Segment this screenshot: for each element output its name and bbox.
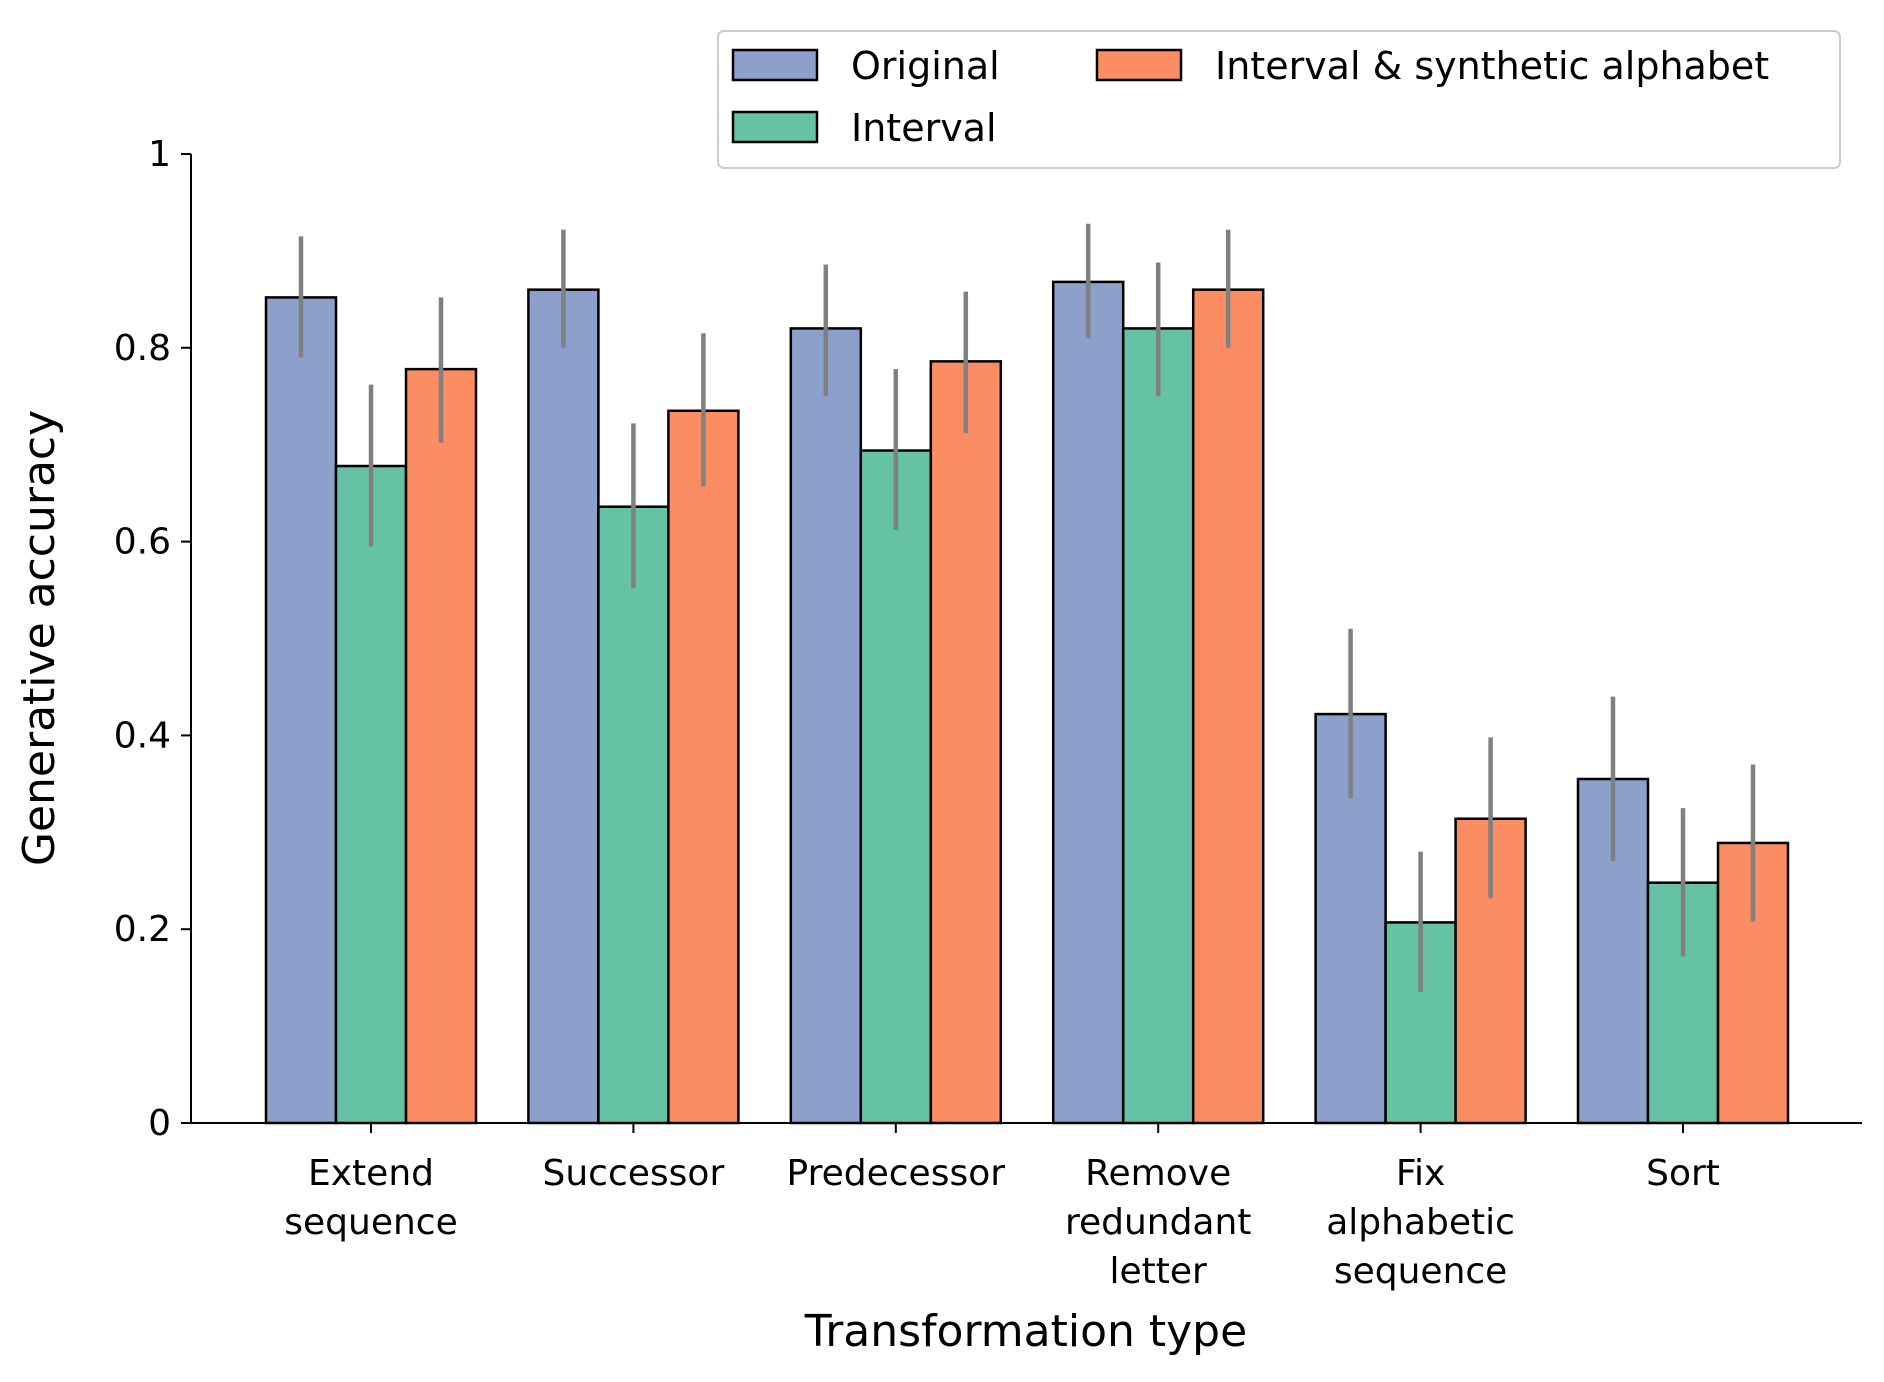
legend-frame: [717, 30, 1841, 169]
bar: [597, 505, 670, 1125]
bar: [667, 409, 740, 1125]
bar: [527, 288, 600, 1125]
legend-swatch: [1095, 48, 1183, 82]
y-tick-label: 1: [148, 134, 171, 175]
legend-label: Interval & synthetic alphabet: [1215, 44, 1769, 88]
legend-label: Original: [851, 44, 1000, 88]
bar: [859, 449, 933, 1125]
y-tick-label: 0.6: [114, 522, 171, 563]
x-axis-title: Transformation type: [804, 1306, 1247, 1357]
y-ticks: 0 0.2 0.4 0.6 0.8 1: [114, 134, 191, 1144]
y-tick-label: 0.4: [114, 715, 171, 756]
legend-swatch: [731, 110, 819, 144]
x-tick-label: Successor: [543, 1153, 725, 1194]
x-tick-label: Predecessor: [787, 1153, 1006, 1194]
x-tick-label: Sort: [1646, 1153, 1720, 1194]
bar: [334, 464, 408, 1125]
legend-swatch: [731, 48, 819, 82]
x-ticks: Extend sequence Successor Predecessor Remove…: [284, 1123, 1720, 1292]
bar: [929, 360, 1003, 1125]
y-tick-label: 0: [148, 1103, 171, 1144]
y-tick-label: 0.8: [114, 328, 171, 369]
x-tick-label: Extend sequence: [284, 1153, 457, 1243]
bar: [1121, 327, 1195, 1125]
bars-layer: [264, 280, 1790, 1125]
error-bars-layer: [298, 223, 1756, 993]
axes: [190, 154, 1862, 1124]
bar: [1191, 288, 1265, 1125]
x-tick-label: Fix alphabetic sequence: [1326, 1153, 1515, 1292]
bar: [1051, 280, 1125, 1125]
bar: [264, 296, 338, 1125]
x-tick-label: Remove redundant letter: [1065, 1153, 1252, 1292]
bar: [789, 327, 863, 1125]
y-tick-label: 0.2: [114, 909, 171, 950]
y-axis-title: Generative accuracy: [14, 410, 65, 866]
legend-label: Interval: [851, 106, 997, 150]
legend: Original Interval Interval & synthetic alp…: [717, 30, 1841, 169]
bar: [404, 367, 478, 1125]
